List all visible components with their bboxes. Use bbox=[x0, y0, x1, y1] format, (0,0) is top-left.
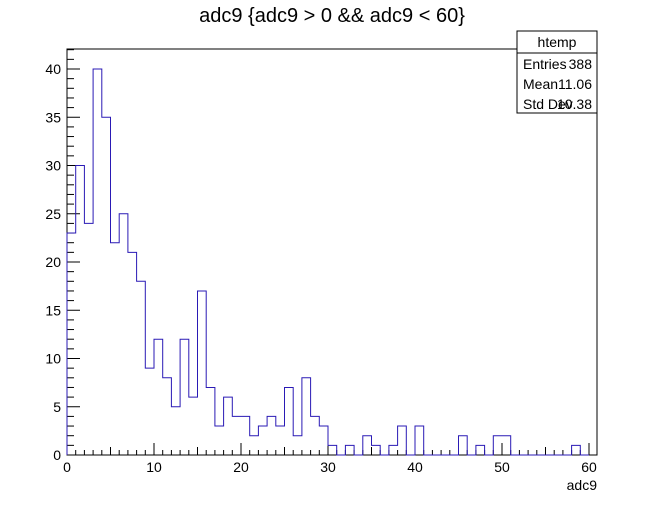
stats-mean-value: 11.06 bbox=[558, 76, 592, 92]
y-tick-label: 20 bbox=[45, 254, 61, 270]
y-tick-label: 25 bbox=[45, 206, 61, 222]
x-tick-label: 20 bbox=[233, 459, 249, 475]
x-tick-label: 40 bbox=[407, 459, 423, 475]
y-tick-labels: 0 5 10 15 20 25 30 35 40 bbox=[45, 61, 61, 463]
y-tick-label: 15 bbox=[45, 302, 61, 318]
x-tick-label: 30 bbox=[320, 459, 336, 475]
y-tick-label: 40 bbox=[45, 61, 61, 77]
x-tick-label: 60 bbox=[581, 459, 597, 475]
stats-entries-label: Entries bbox=[523, 56, 567, 72]
y-tick-label: 30 bbox=[45, 158, 61, 174]
stats-box-title: htemp bbox=[538, 34, 577, 50]
histogram-outline bbox=[66, 68, 589, 456]
y-tick-label: 35 bbox=[45, 109, 61, 125]
stats-box: htemp Entries 388 Mean 11.06 Std Dev 10.… bbox=[516, 30, 598, 114]
x-tick-label: 50 bbox=[494, 459, 510, 475]
stats-mean-label: Mean bbox=[523, 76, 558, 92]
stats-entries-value: 388 bbox=[569, 56, 593, 72]
x-axis-label: adc9 bbox=[567, 477, 598, 493]
y-tick-label: 0 bbox=[53, 447, 61, 463]
stats-stddev-label: Std Dev bbox=[523, 96, 573, 112]
y-tick-label: 10 bbox=[45, 351, 61, 367]
stats-box-frame bbox=[516, 30, 598, 114]
y-tick-label: 5 bbox=[53, 399, 61, 415]
x-tick-label: 10 bbox=[146, 459, 162, 475]
x-tick-labels: 0 10 20 30 40 50 60 bbox=[63, 459, 597, 475]
axis-ticks bbox=[66, 49, 590, 456]
stats-stddev-value: 10.38 bbox=[557, 96, 592, 112]
x-tick-label: 0 bbox=[63, 459, 71, 475]
chart-title: adc9 {adc9 > 0 && adc9 < 60} bbox=[199, 5, 465, 27]
